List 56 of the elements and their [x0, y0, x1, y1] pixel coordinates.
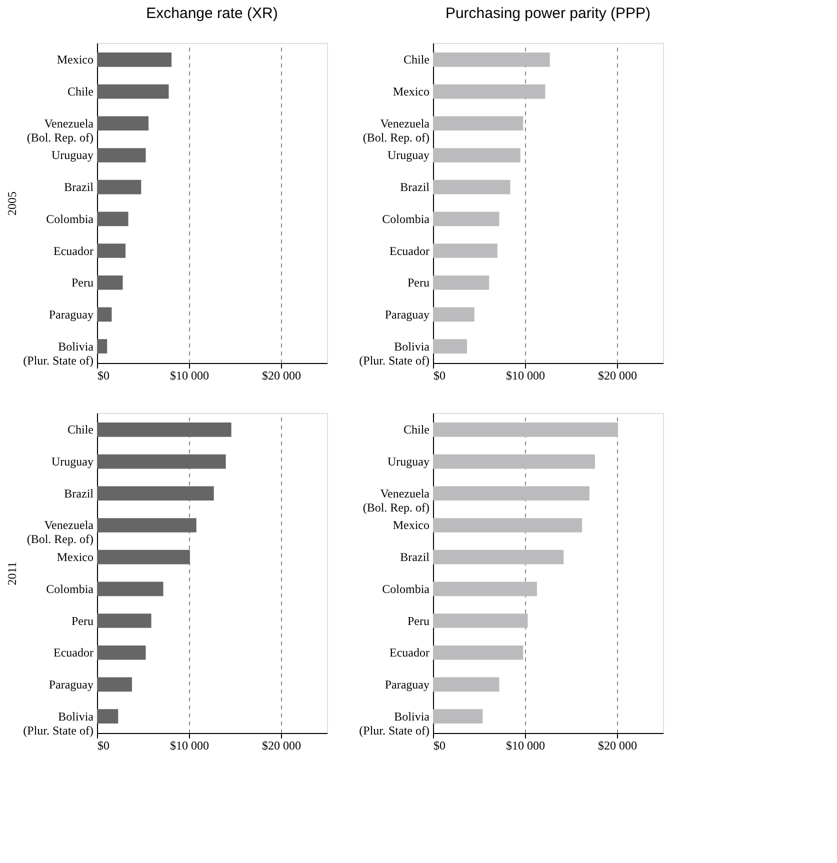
chart-title: Purchasing power parity (PPP): [445, 5, 651, 22]
x-tick-label: $20 000: [262, 368, 301, 382]
x-tick-label: $0: [434, 368, 446, 382]
y-tick-label: Brazil: [64, 486, 94, 500]
y-tick-label: Bolivia (Plur. State of): [359, 709, 430, 738]
x-tick-label: $0: [98, 738, 110, 752]
y-tick-label: Ecuador: [390, 244, 430, 258]
y-tick-label: Brazil: [400, 180, 430, 194]
y-tick-label: Venezuela (Bol. Rep. of): [26, 116, 94, 144]
y-tick-label: Uruguay: [52, 148, 94, 162]
y-tick-label: Peru: [408, 614, 430, 628]
x-tick-label: $10 000: [506, 738, 545, 752]
y-tick-label: Chile: [404, 422, 430, 437]
x-tick-label: $20 000: [262, 738, 301, 752]
y-tick-label: Chile: [68, 422, 94, 437]
y-tick-label: Peru: [72, 276, 94, 290]
y-tick-label: Bolivia (Plur. State of): [23, 709, 94, 738]
y-tick-label: Ecuador: [54, 244, 94, 258]
y-tick-label: Uruguay: [388, 148, 430, 162]
y-tick-label: Mexico: [56, 52, 94, 67]
y-tick-label: Bolivia (Plur. State of): [359, 339, 430, 368]
y-tick-label: Mexico: [56, 550, 94, 564]
y-tick-label: Chile: [68, 84, 94, 99]
x-tick-label: $10 000: [170, 368, 209, 382]
y-tick-label: Colombia: [382, 582, 430, 596]
y-tick-label: Colombia: [382, 212, 430, 226]
y-tick-label: Venezuela (Bol. Rep. of): [362, 116, 430, 144]
y-axis-title: 2005: [5, 192, 20, 216]
y-tick-label: Mexico: [392, 518, 430, 532]
y-tick-label: Colombia: [46, 212, 94, 226]
y-tick-label: Ecuador: [390, 646, 430, 660]
x-tick-label: $10 000: [170, 738, 209, 752]
y-tick-label: Ecuador: [54, 646, 94, 660]
x-tick-label: $0: [98, 368, 110, 382]
y-tick-label: Uruguay: [52, 454, 94, 469]
y-tick-label: Brazil: [64, 180, 94, 194]
y-tick-label: Paraguay: [48, 307, 94, 322]
y-tick-label: Venezuela (Bol. Rep. of): [26, 518, 94, 546]
y-tick-label: Paraguay: [384, 677, 430, 692]
y-tick-label: Peru: [408, 276, 430, 290]
x-tick-label: $20 000: [598, 738, 637, 752]
x-tick-label: $10 000: [506, 368, 545, 382]
y-tick-label: Venezuela (Bol. Rep. of): [362, 486, 430, 514]
y-axis-title: 2011: [5, 562, 20, 586]
y-tick-label: Peru: [72, 614, 94, 628]
y-tick-label: Bolivia (Plur. State of): [23, 339, 94, 368]
y-tick-label: Colombia: [46, 582, 94, 596]
y-tick-label: Uruguay: [388, 454, 430, 469]
y-tick-label: Brazil: [400, 550, 430, 564]
y-tick-label: Paraguay: [384, 307, 430, 322]
y-tick-label: Mexico: [392, 84, 430, 99]
x-tick-label: $0: [434, 738, 446, 752]
y-tick-label: Chile: [404, 52, 430, 67]
y-tick-label: Paraguay: [48, 677, 94, 692]
x-tick-label: $20 000: [598, 368, 637, 382]
chart-title: Exchange rate (XR): [146, 5, 278, 22]
